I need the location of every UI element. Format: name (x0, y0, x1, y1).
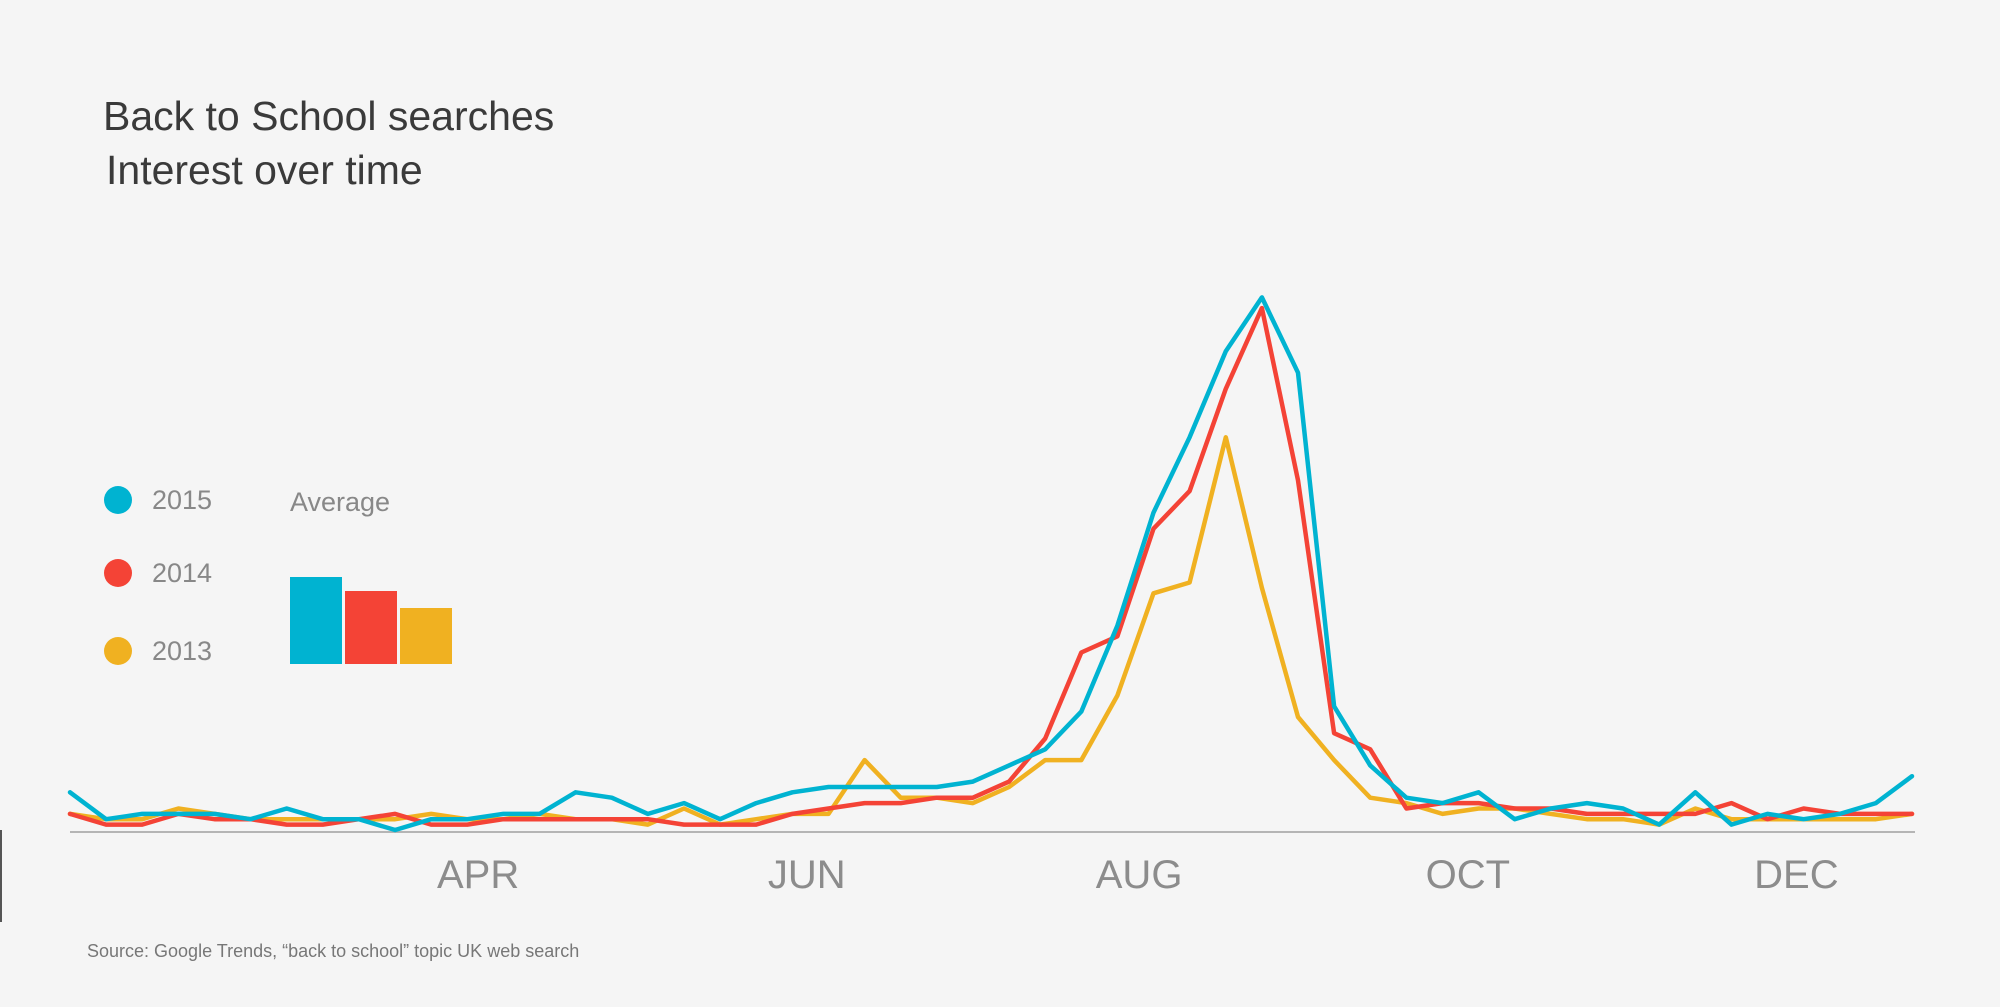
series-line-2014 (67, 305, 1915, 827)
average-bar-2013 (400, 608, 452, 664)
series-line-2013 (67, 435, 1915, 827)
average-bar-2015 (290, 576, 342, 664)
legend-dot-2014 (104, 559, 132, 587)
legend-item-2015[interactable]: 2015 (104, 485, 212, 515)
series-layer (67, 295, 1915, 833)
legend-label-2013: 2013 (152, 635, 213, 666)
legend-item-2014[interactable]: 2014 (104, 558, 212, 588)
x-tick-label-apr: APR (437, 853, 519, 897)
legend-label-2015: 2015 (152, 484, 213, 515)
x-tick-label-oct: OCT (1426, 853, 1510, 897)
legend-item-2013[interactable]: 2013 (104, 636, 212, 666)
x-tick-label-jun: JUN (768, 853, 846, 897)
legend-dot-2013 (104, 637, 132, 665)
source-note: Source: Google Trends, “back to school” … (87, 941, 580, 961)
series-line-2015 (67, 295, 1915, 833)
chart-subtitle: Interest over time (106, 147, 423, 193)
legend-dot-2015 (104, 486, 132, 514)
average-bar-2014 (345, 590, 397, 664)
x-tick-label-aug: AUG (1096, 853, 1183, 897)
x-tick-labels: APR JUN AUG OCT DEC (437, 853, 1839, 897)
legend-label-2014: 2014 (152, 557, 213, 588)
x-tick-label-dec: DEC (1754, 853, 1838, 897)
chart-title: Back to School searches (103, 93, 555, 139)
average-label: Average (290, 487, 391, 517)
